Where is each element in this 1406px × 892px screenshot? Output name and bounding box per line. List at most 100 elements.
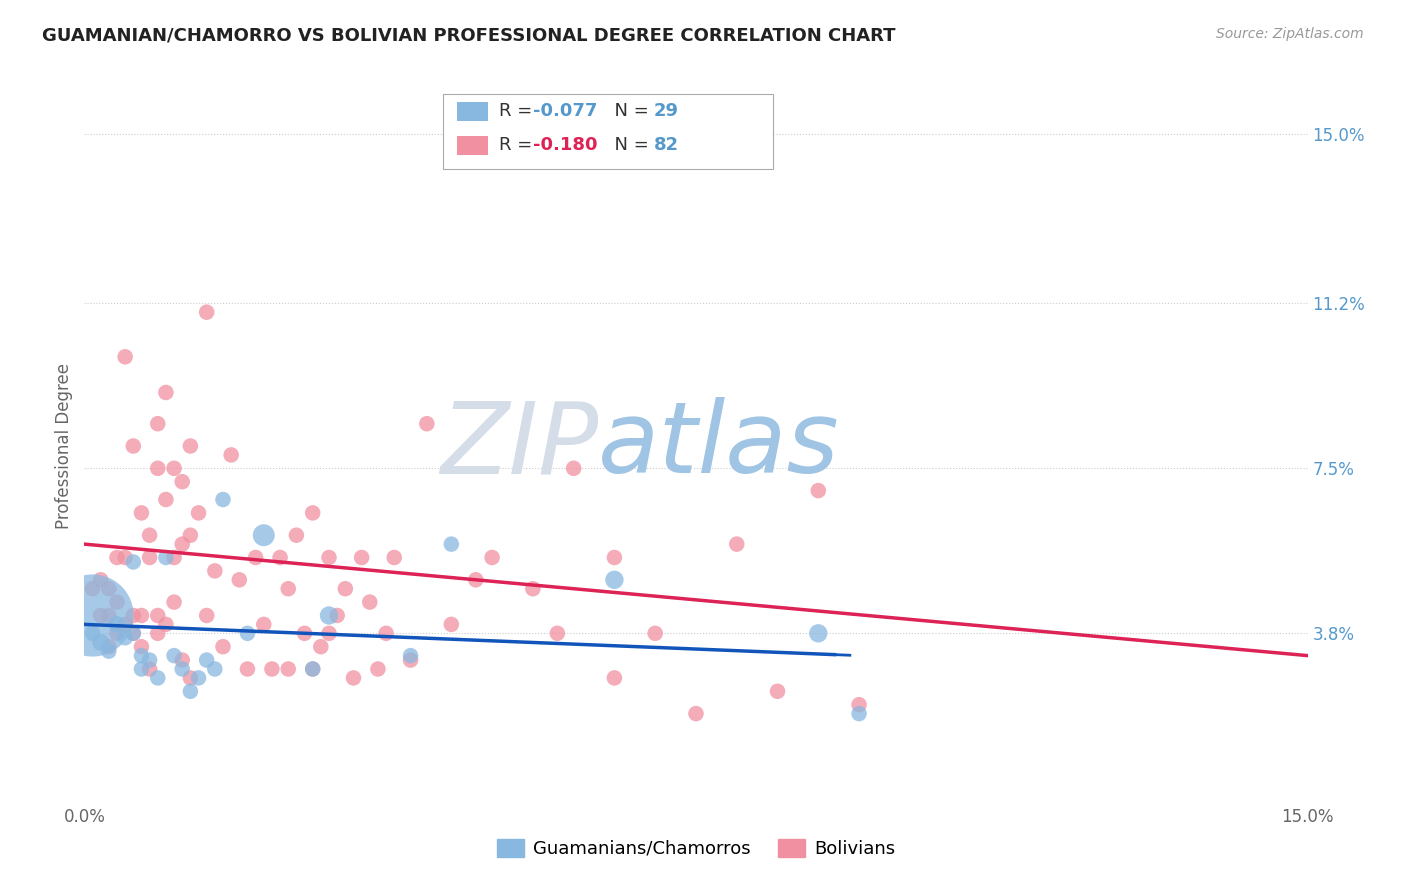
- Point: [105, 595, 128, 609]
- Point: [481, 550, 503, 565]
- Point: [105, 617, 128, 632]
- Point: [301, 662, 323, 676]
- Point: [82, 626, 104, 640]
- Point: [350, 550, 373, 565]
- Point: [294, 626, 316, 640]
- Point: [146, 626, 169, 640]
- Text: Source: ZipAtlas.com: Source: ZipAtlas.com: [1216, 27, 1364, 41]
- Point: [90, 608, 112, 623]
- Point: [97, 582, 120, 596]
- Point: [122, 626, 145, 640]
- Point: [90, 635, 112, 649]
- Point: [277, 662, 299, 676]
- Point: [122, 626, 145, 640]
- Point: [82, 582, 104, 596]
- Point: [269, 550, 291, 565]
- Point: [603, 573, 626, 587]
- Point: [440, 537, 463, 551]
- Point: [416, 417, 439, 431]
- Point: [219, 448, 242, 462]
- Text: R =: R =: [499, 136, 538, 154]
- Point: [179, 439, 201, 453]
- Point: [195, 608, 218, 623]
- Point: [131, 662, 153, 676]
- Point: [685, 706, 707, 721]
- Point: [562, 461, 585, 475]
- Point: [163, 595, 186, 609]
- Point: [114, 631, 136, 645]
- Point: [131, 608, 153, 623]
- Point: [375, 626, 398, 640]
- Point: [212, 640, 235, 654]
- Point: [114, 350, 136, 364]
- Point: [172, 537, 194, 551]
- Point: [195, 305, 218, 319]
- Point: [187, 506, 209, 520]
- Point: [228, 573, 250, 587]
- Point: [603, 671, 626, 685]
- Point: [163, 648, 186, 663]
- Legend: Guamanians/Chamorros, Bolivians: Guamanians/Chamorros, Bolivians: [489, 831, 903, 865]
- Point: [204, 662, 226, 676]
- Point: [122, 608, 145, 623]
- Point: [172, 653, 194, 667]
- Point: [440, 617, 463, 632]
- Point: [146, 608, 169, 623]
- Point: [807, 626, 830, 640]
- Point: [766, 684, 789, 698]
- Point: [187, 671, 209, 685]
- Text: GUAMANIAN/CHAMORRO VS BOLIVIAN PROFESSIONAL DEGREE CORRELATION CHART: GUAMANIAN/CHAMORRO VS BOLIVIAN PROFESSIO…: [42, 27, 896, 45]
- Point: [138, 528, 160, 542]
- Point: [122, 555, 145, 569]
- Point: [236, 626, 259, 640]
- Point: [105, 626, 128, 640]
- Point: [725, 537, 748, 551]
- Point: [179, 671, 201, 685]
- Point: [195, 653, 218, 667]
- Point: [131, 648, 153, 663]
- Point: [146, 461, 169, 475]
- Point: [253, 528, 276, 542]
- Point: [114, 550, 136, 565]
- Y-axis label: Professional Degree: Professional Degree: [55, 363, 73, 529]
- Point: [253, 617, 276, 632]
- Point: [163, 550, 186, 565]
- Point: [146, 671, 169, 685]
- Point: [359, 595, 381, 609]
- Point: [82, 608, 104, 623]
- Point: [301, 506, 323, 520]
- Point: [848, 706, 870, 721]
- Point: [179, 684, 201, 698]
- Point: [97, 644, 120, 658]
- Point: [367, 662, 389, 676]
- Point: [335, 582, 357, 596]
- Point: [97, 640, 120, 654]
- Point: [122, 439, 145, 453]
- Point: [848, 698, 870, 712]
- Text: -0.180: -0.180: [533, 136, 598, 154]
- Text: R =: R =: [499, 103, 538, 120]
- Point: [138, 662, 160, 676]
- Point: [260, 662, 283, 676]
- Text: ZIP: ZIP: [440, 398, 598, 494]
- Point: [301, 662, 323, 676]
- Point: [318, 550, 340, 565]
- Text: N =: N =: [603, 103, 655, 120]
- Point: [309, 640, 332, 654]
- Text: atlas: atlas: [598, 398, 839, 494]
- Point: [155, 550, 177, 565]
- Point: [285, 528, 308, 542]
- Point: [172, 662, 194, 676]
- Point: [522, 582, 544, 596]
- Point: [318, 608, 340, 623]
- Point: [399, 648, 422, 663]
- Point: [90, 573, 112, 587]
- Point: [131, 640, 153, 654]
- Text: 29: 29: [654, 103, 679, 120]
- Point: [172, 475, 194, 489]
- Point: [236, 662, 259, 676]
- Point: [146, 417, 169, 431]
- Point: [644, 626, 666, 640]
- Point: [245, 550, 267, 565]
- Point: [382, 550, 405, 565]
